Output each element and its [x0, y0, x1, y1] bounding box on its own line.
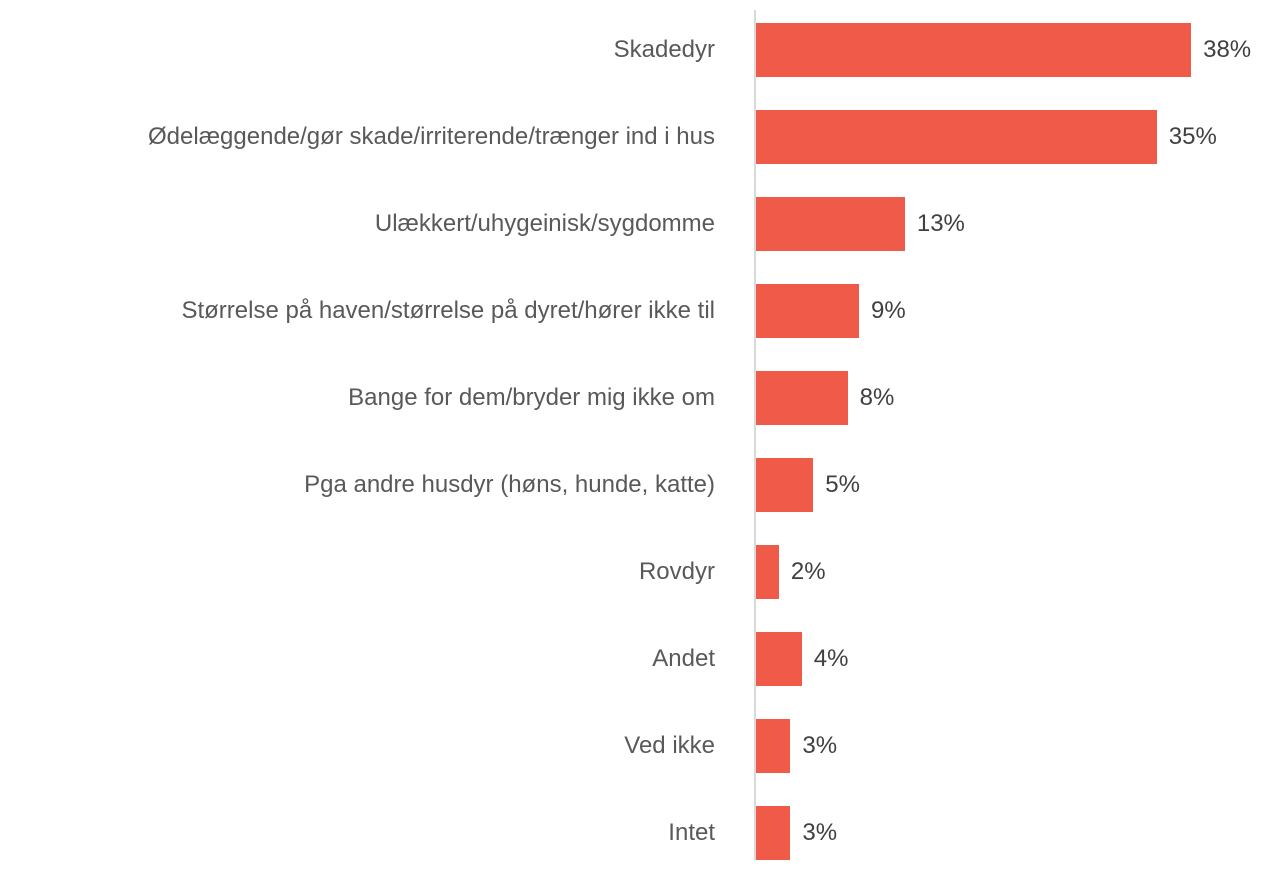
value-label: 13%: [916, 209, 965, 237]
category-label: Andet: [15, 615, 715, 702]
bar: [756, 631, 802, 686]
category-text: Ved ikke: [624, 732, 715, 759]
bar: [756, 718, 791, 773]
bar: [756, 544, 779, 599]
value-label: 9%: [871, 296, 906, 324]
category-text: Intet: [668, 819, 715, 846]
bar: [756, 109, 1157, 164]
category-label: Pga andre husdyr (høns, hunde, katte): [15, 441, 715, 528]
value-label: 4%: [813, 644, 849, 672]
category-text: Skadedyr: [613, 36, 715, 63]
category-label: Intet: [15, 789, 715, 876]
axis-line: [754, 10, 756, 860]
value-label: 5%: [825, 470, 860, 498]
category-label: Ulækkert/uhygeinisk/sygdomme: [15, 180, 715, 267]
category-text: Ødelæggende/gør skade/irriterende/trænge…: [148, 123, 715, 150]
bar: [756, 457, 814, 512]
value-label: 35%: [1168, 122, 1217, 150]
value-label: 3%: [802, 731, 838, 759]
category-label: Bange for dem/bryder mig ikke om: [15, 354, 715, 441]
category-label: Ødelæggende/gør skade/irriterende/trænge…: [15, 93, 715, 180]
bar: [756, 805, 791, 860]
category-label: Størrelse på haven/størrelse på dyret/hø…: [15, 267, 715, 354]
category-text: Pga andre husdyr (høns, hunde, katte): [304, 471, 715, 498]
category-text: Rovdyr: [638, 558, 715, 585]
value-label: 8%: [859, 383, 895, 411]
category-text: Andet: [652, 645, 715, 672]
category-label: Rovdyr: [15, 528, 715, 615]
category-label: Ved ikke: [15, 702, 715, 789]
bar: [756, 370, 848, 425]
category-text: Ulækkert/uhygeinisk/sygdomme: [374, 210, 715, 237]
bar: [756, 283, 860, 338]
bar: [756, 196, 905, 251]
category-text: Bange for dem/bryder mig ikke om: [348, 384, 715, 411]
value-label: 3%: [802, 818, 838, 846]
category-text: Størrelse på haven/størrelse på dyret/hø…: [181, 297, 715, 324]
category-label: Skadedyr: [15, 6, 715, 93]
value-label: 2%: [790, 557, 826, 585]
value-label: 38%: [1203, 35, 1252, 63]
bar: [756, 22, 1192, 77]
